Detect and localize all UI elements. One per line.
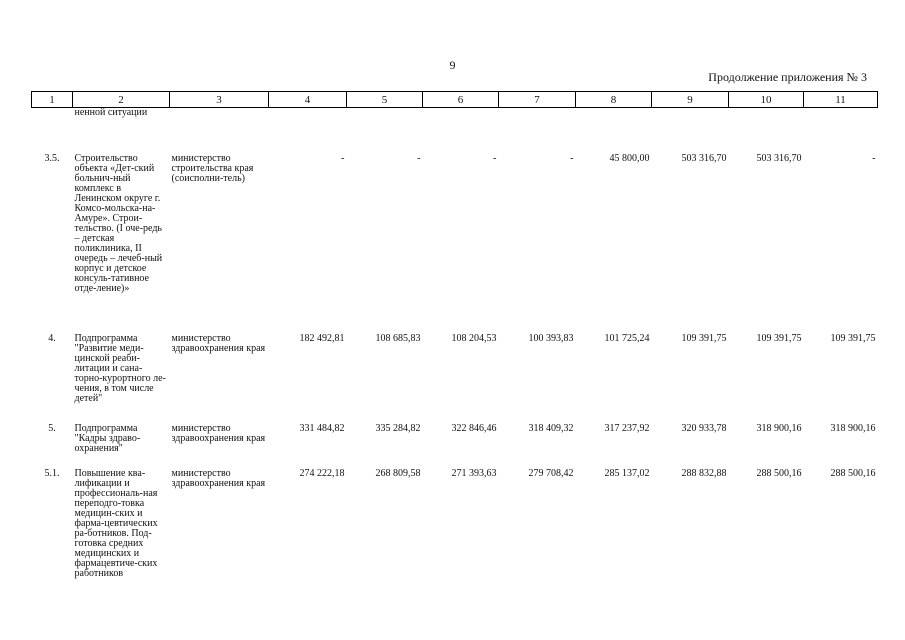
carryover-row: ненной ситуации bbox=[32, 108, 878, 155]
row-value: 322 846,46 bbox=[451, 423, 497, 434]
row-value: 108 685,83 bbox=[375, 333, 421, 344]
col-header-3: 3 bbox=[169, 91, 269, 108]
row-value: 317 237,92 bbox=[604, 423, 650, 434]
row-value: - bbox=[493, 153, 497, 164]
row-value: 503 316,70 bbox=[756, 153, 802, 164]
row-value: - bbox=[341, 153, 345, 164]
col-header-1: 1 bbox=[31, 91, 73, 108]
row-value: 182 492,81 bbox=[299, 333, 345, 344]
col-header-9: 9 bbox=[651, 91, 729, 108]
row-value: 109 391,75 bbox=[756, 333, 802, 344]
table-row: 5.1. Повышение ква-лификации и профессио… bbox=[32, 469, 878, 599]
row-name: Повышение ква-лификации и профессиональ-… bbox=[74, 468, 158, 579]
row-value: 318 409,32 bbox=[528, 423, 574, 434]
row-value: 503 316,70 bbox=[681, 153, 727, 164]
row-value: 268 809,58 bbox=[375, 468, 421, 479]
row-value: 45 800,00 bbox=[609, 153, 650, 164]
col-header-6: 6 bbox=[422, 91, 499, 108]
col-header-4: 4 bbox=[268, 91, 347, 108]
row-value: 285 137,02 bbox=[604, 468, 650, 479]
row-number: 4. bbox=[48, 333, 56, 344]
row-executor: министерство строительства края (соиспол… bbox=[171, 153, 254, 184]
row-value: 101 725,24 bbox=[604, 333, 650, 344]
row-number: 3.5. bbox=[44, 153, 60, 164]
row-name: Подпрограмма "Кадры здраво-охранения" bbox=[74, 423, 141, 454]
row-value: 108 204,53 bbox=[451, 333, 497, 344]
page-number: 9 bbox=[449, 58, 456, 72]
row-number: 5.1. bbox=[44, 468, 60, 479]
row-value: 288 500,16 bbox=[830, 468, 876, 479]
row-value: 109 391,75 bbox=[830, 333, 876, 344]
row-executor: министерство здравоохранения края bbox=[171, 423, 266, 444]
col-header-11: 11 bbox=[803, 91, 878, 108]
row-value: 100 393,83 bbox=[528, 333, 574, 344]
row-value: 274 222,18 bbox=[299, 468, 345, 479]
row-name: Подпрограмма "Развитие меди-цинской реаб… bbox=[74, 333, 166, 404]
row-name: Строительство объекта «Дет-ский больнич-… bbox=[74, 153, 163, 294]
row-value: 279 708,42 bbox=[528, 468, 574, 479]
row-number: 5. bbox=[48, 423, 56, 434]
col-header-10: 10 bbox=[728, 91, 804, 108]
row-value: 288 832,88 bbox=[681, 468, 727, 479]
col-header-2: 2 bbox=[72, 91, 170, 108]
row-value: - bbox=[417, 153, 421, 164]
column-number-row: 1 2 3 4 5 6 7 8 9 10 11 bbox=[31, 91, 878, 108]
table-row: 5. Подпрограмма "Кадры здраво-охранения"… bbox=[32, 424, 878, 469]
row-value: 335 284,82 bbox=[375, 423, 421, 434]
carryover-text: ненной ситуации bbox=[74, 107, 148, 118]
row-value: - bbox=[872, 153, 876, 164]
row-value: - bbox=[570, 153, 574, 164]
col-header-7: 7 bbox=[498, 91, 576, 108]
row-value: 318 900,16 bbox=[830, 423, 876, 434]
row-value: 271 393,63 bbox=[451, 468, 497, 479]
col-header-5: 5 bbox=[346, 91, 423, 108]
row-value: 331 484,82 bbox=[299, 423, 345, 434]
row-value: 288 500,16 bbox=[756, 468, 802, 479]
row-value: 320 933,78 bbox=[681, 423, 727, 434]
col-header-8: 8 bbox=[575, 91, 652, 108]
row-executor: министерство здравоохранения края bbox=[171, 468, 266, 489]
continuation-label: Продолжение приложения № 3 bbox=[708, 70, 867, 84]
row-value: 109 391,75 bbox=[681, 333, 727, 344]
row-executor: министерство здравоохранения края bbox=[171, 333, 266, 354]
table-row: 3.5. Строительство объекта «Дет-ский бол… bbox=[32, 154, 878, 334]
table-row: 4. Подпрограмма "Развитие меди-цинской р… bbox=[32, 334, 878, 424]
row-value: 318 900,16 bbox=[756, 423, 802, 434]
appendix-table: 1 2 3 4 5 6 7 8 9 10 11 ненной ситуации … bbox=[31, 91, 878, 599]
